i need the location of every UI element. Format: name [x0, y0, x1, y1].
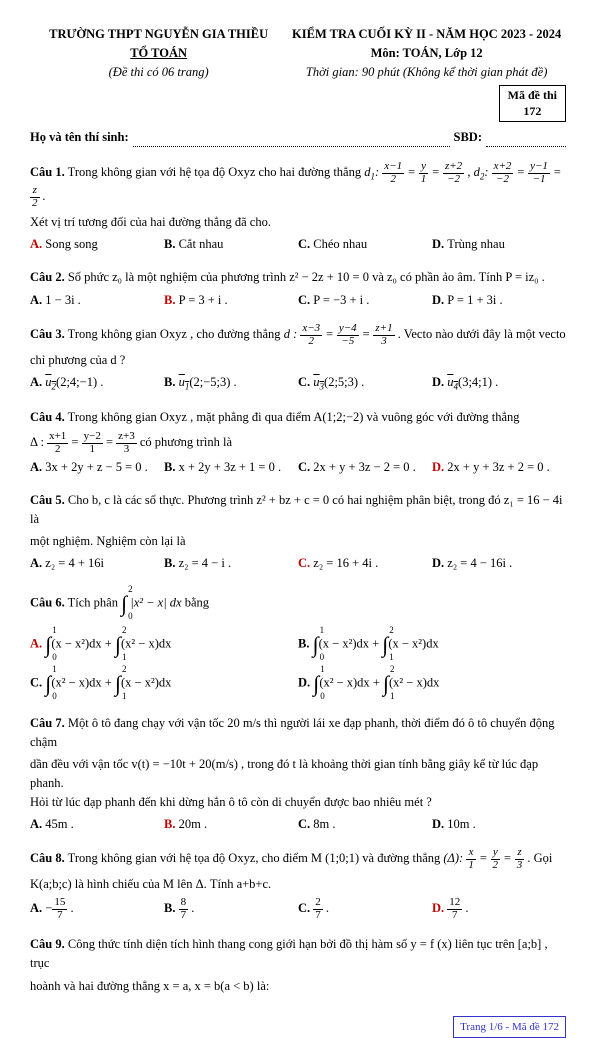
q4-t1: Trong không gian Oxyz , mặt phẳng đi qua…: [68, 410, 520, 424]
q6-int: |x² − x| dx: [130, 595, 181, 609]
q2-A: 1 − 3i .: [45, 293, 81, 307]
integral-icon: ∫20: [121, 587, 127, 620]
q2-B: P = 3 + i .: [179, 293, 228, 307]
q4-C: 2x + y + 3z − 2 = 0 .: [313, 460, 416, 474]
q3-B: u1(2;−5;3) .: [179, 375, 237, 389]
q2-C: P = −3 + i .: [313, 293, 369, 307]
q7-C: 8m .: [313, 817, 335, 831]
q5-C: z₂ = 16 + 4i .: [313, 556, 378, 570]
q9-t2: hoành và hai đường thẳng x = a, x = b(a …: [30, 977, 566, 996]
q1-text: Trong không gian với hệ tọa độ Oxyz cho …: [68, 165, 361, 179]
q5-A: z₂ = 4 + 16i: [45, 556, 104, 570]
q3-C: u3(2;5;3) .: [313, 375, 364, 389]
header-right: KIỂM TRA CUỐI KỲ II - NĂM HỌC 2023 - 202…: [287, 25, 566, 81]
q9-label: Câu 9.: [30, 937, 65, 951]
question-7: Câu 7. Một ô tô đang chạy với vận tốc 20…: [30, 714, 566, 834]
q5-D: z₂ = 4 − 16i .: [447, 556, 512, 570]
q2-D: P = 1 + 3i .: [447, 293, 502, 307]
q3-t3: chỉ phương của d ?: [30, 351, 566, 370]
q7-t2: dần đều với vận tốc v(t) = −10t + 20(m/s…: [30, 755, 566, 793]
code-value: 172: [523, 104, 541, 118]
q1-B: Cắt nhau: [179, 237, 224, 251]
q5-t2: một nghiệm. Nghiệm còn lại là: [30, 532, 566, 551]
q5-t1: Cho b, c là các số thực. Phương trình z²…: [30, 493, 563, 526]
exam-title: KIỂM TRA CUỐI KỲ II - NĂM HỌC 2023 - 202…: [287, 25, 566, 44]
name-label: Họ và tên thí sinh:: [30, 128, 129, 147]
pages-note: (Đề thi có 06 trang): [30, 63, 287, 82]
q4-B: x + 2y + 3z + 1 = 0 .: [179, 460, 282, 474]
q7-D: 10m .: [447, 817, 475, 831]
question-3: Câu 3. Trong không gian Oxyz , cho đường…: [30, 323, 566, 394]
q3-D: u4(3;4;1) .: [447, 375, 498, 389]
school-name: TRƯỜNG THPT NGUYỄN GIA THIỀU: [30, 25, 287, 44]
q4-D: 2x + y + 3z + 2 = 0 .: [447, 460, 550, 474]
q4-eq: Δ : x+12 = y−21 = z+33 có phương trình l…: [30, 431, 566, 455]
q6-t1: Tích phân: [68, 595, 118, 609]
q7-A: 45m .: [45, 817, 73, 831]
q4-A: 3x + 2y + z − 5 = 0 .: [45, 460, 148, 474]
exam-duration: Thời gian: 90 phút (Không kể thời gian p…: [287, 63, 566, 82]
q8-eq: (Δ): x1 = y2 = z3: [443, 851, 527, 865]
question-8: Câu 8. Trong không gian với hệ tọa độ Ox…: [30, 847, 566, 921]
page-footer: Trang 1/6 - Mã đề 172: [453, 1016, 566, 1038]
q2-label: Câu 2.: [30, 270, 65, 284]
question-4: Câu 4. Trong không gian Oxyz , mặt phẳng…: [30, 408, 566, 477]
exam-code-wrap: Mã đề thi 172: [30, 85, 566, 122]
candidate-line: Họ và tên thí sinh: SBD:: [30, 128, 566, 147]
question-2: Câu 2. Số phức z₀ là một nghiệm của phươ…: [30, 268, 566, 310]
q4-t2: có phương trình là: [140, 435, 232, 449]
q8-t2: . Gọi: [527, 851, 552, 865]
name-blank: [133, 146, 450, 147]
q3-eq: d : x−32 = y−4−5 = z+13: [284, 327, 398, 341]
q1-sub: Xét vị trí tương đối của hai đường thẳng…: [30, 213, 566, 232]
q7-B: 20m .: [179, 817, 207, 831]
q6-t2: bằng: [185, 595, 209, 609]
exam-code-box: Mã đề thi 172: [499, 85, 566, 122]
dept-name: TỔ TOÁN: [30, 44, 287, 63]
q7-t3: Hỏi từ lúc đạp phanh đến khi dừng hẳn ô …: [30, 793, 566, 812]
q3-A: u2(2;4;−1) .: [45, 375, 103, 389]
question-6: Câu 6. Tích phân ∫20 |x² − x| dx bằng A.…: [30, 587, 566, 700]
sbd-blank: [486, 146, 566, 147]
sbd-label: SBD:: [454, 128, 482, 147]
q8-t3: K(a;b;c) là hình chiếu của M lên Δ. Tính…: [30, 875, 566, 894]
q7-t1: Một ô tô đang chạy với vận tốc 20 m/s th…: [30, 716, 554, 749]
q6-label: Câu 6.: [30, 595, 65, 609]
q1-C: Chéo nhau: [313, 237, 367, 251]
q1-D: Trùng nhau: [447, 237, 505, 251]
question-9: Câu 9. Công thức tính diện tích hình tha…: [30, 935, 566, 995]
q9-t1: Công thức tính diện tích hình thang cong…: [30, 937, 548, 970]
q4-label: Câu 4.: [30, 410, 65, 424]
exam-subject: Môn: TOÁN, Lớp 12: [287, 44, 566, 63]
q1-A: Song song: [45, 237, 97, 251]
q8-label: Câu 8.: [30, 851, 65, 865]
doc-header: TRƯỜNG THPT NGUYỄN GIA THIỀU TỔ TOÁN (Đề…: [30, 25, 566, 81]
question-5: Câu 5. Cho b, c là các số thực. Phương t…: [30, 491, 566, 573]
q3-t2: . Vecto nào dưới đây là một vecto: [398, 327, 566, 341]
header-left: TRƯỜNG THPT NGUYỄN GIA THIỀU TỔ TOÁN (Đề…: [30, 25, 287, 81]
q3-t1: Trong không gian Oxyz , cho đường thẳng: [68, 327, 281, 341]
q8-t1: Trong không gian với hệ tọa độ Oxyz, cho…: [68, 851, 441, 865]
q3-label: Câu 3.: [30, 327, 65, 341]
q1-label: Câu 1.: [30, 165, 65, 179]
q7-label: Câu 7.: [30, 716, 65, 730]
code-label: Mã đề thi: [508, 88, 557, 102]
question-1: Câu 1. Trong không gian với hệ tọa độ Ox…: [30, 161, 566, 254]
q2-text: Số phức z₀ là một nghiệm của phương trìn…: [68, 270, 545, 284]
q5-label: Câu 5.: [30, 493, 65, 507]
q5-B: z₂ = 4 − i .: [179, 556, 231, 570]
